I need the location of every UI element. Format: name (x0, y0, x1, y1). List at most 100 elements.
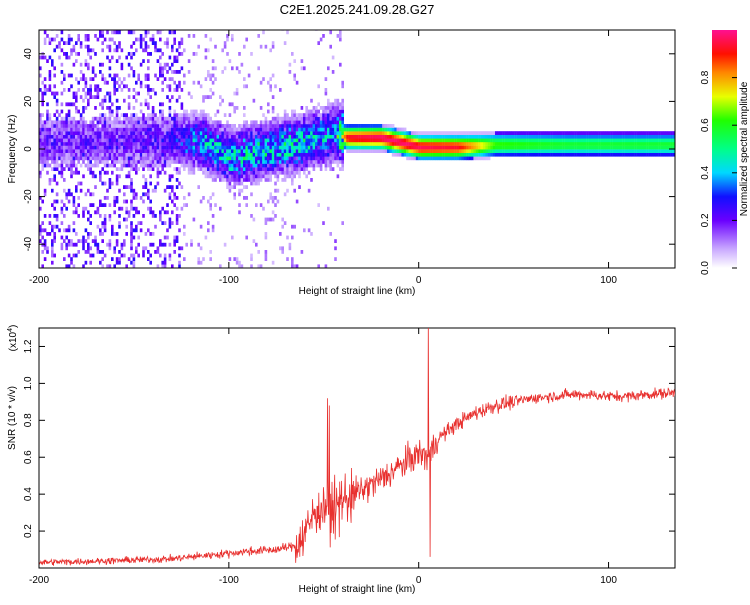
spectrogram-cell-1373 (151, 120, 155, 125)
spectrogram-cell-4145 (653, 152, 656, 157)
spectrogram-cell-214 (55, 134, 59, 139)
spectrogram-cell-371 (70, 192, 73, 197)
spectrogram-cell-4010 (605, 134, 608, 139)
spectrogram-cell-1613 (173, 242, 176, 247)
spectrogram-cell-3358 (396, 149, 400, 153)
spectrogram-cell-163 (51, 62, 54, 67)
spectrogram-cell-3936 (581, 149, 584, 153)
spectrogram-cell-1353 (149, 52, 152, 56)
spectrogram-cell-230 (58, 156, 61, 161)
spectrogram-cell-2209 (233, 131, 236, 135)
spectrogram-cell-82 (43, 55, 47, 60)
spectrogram-cell-2282 (240, 127, 244, 132)
spectrogram-cell-2986 (319, 116, 323, 121)
spectrogram-cell-2590 (274, 145, 277, 150)
spectrogram-cell-2154 (228, 160, 232, 164)
spectrogram-cell-3120 (336, 145, 340, 150)
spectrogram-cell-3362 (396, 134, 400, 139)
spectrogram-cell-2546 (269, 88, 272, 92)
spectrogram-cell-657 (94, 149, 97, 153)
spectrogram-cell-2165 (228, 113, 232, 117)
spectrogram-cell-2835 (300, 113, 304, 117)
spectrogram-cell-2325 (245, 134, 248, 139)
spectrogram-cell-2772 (293, 124, 296, 128)
spectrogram-cell-3448 (423, 145, 426, 150)
spectrogram-cell-3752 (516, 131, 520, 135)
spectrogram-cell-278 (60, 30, 64, 35)
spectrogram-cell-354 (67, 124, 71, 128)
spectrogram-cell-1410 (156, 181, 160, 186)
spectrogram-cell-3360 (396, 142, 400, 146)
spectrogram-cell-1087 (130, 232, 133, 236)
spectrogram-cell-2750 (291, 120, 294, 125)
spectrogram-cell-3305 (379, 131, 383, 135)
spectrogram-cell-2767 (293, 142, 296, 146)
spectrogram-cell-1725 (180, 88, 184, 92)
spectrogram-cell-3656 (485, 145, 488, 150)
spectrogram-cell-3744 (514, 134, 517, 139)
spectrogram-cell-708 (99, 160, 102, 164)
spectrogram-cell-3391 (406, 149, 409, 153)
spectrogram-cell-4106 (639, 142, 642, 146)
spectrogram-cell-2382 (252, 156, 256, 161)
spectrogram-cell-432 (75, 170, 78, 175)
spectrogram-cell-285 (63, 188, 66, 193)
spectrogram-cell-645 (91, 66, 95, 71)
spectrogram-cell-1722 (180, 113, 184, 117)
spectrogram-cell-1416 (156, 156, 160, 161)
spectrogram-cell-519 (82, 134, 85, 139)
spectrogram-cell-916 (115, 232, 119, 236)
spectrogram-cell-3412 (411, 131, 414, 135)
spectrogram-cell-2557 (271, 163, 275, 168)
spectrogram-cell-2733 (291, 181, 294, 186)
spectrogram-cell-917 (115, 199, 119, 204)
spectrogram-cell-1619 (173, 167, 176, 171)
spectrogram-cell-3859 (555, 149, 558, 153)
spectrogram-cell-3091 (331, 70, 335, 74)
spectrogram-cell-2131 (226, 156, 229, 161)
spectrogram-cell-269 (60, 116, 64, 121)
spectrogram-cell-2446 (259, 145, 263, 150)
spectrogram-cell-873 (111, 120, 114, 125)
spectrogram-cell-1991 (209, 116, 212, 121)
spectrogram-cell-3081 (331, 134, 335, 139)
spectrogram-cell-3119 (336, 149, 340, 153)
spectrogram-cell-3390 (406, 152, 409, 157)
spectrogram-cell-1113 (130, 113, 133, 117)
spectrogram-cell-3203 (348, 124, 352, 128)
spectrogram-cell-2252 (238, 156, 241, 161)
spectrogram-cell-1958 (207, 138, 210, 143)
spectrogram-cell-144 (51, 228, 54, 233)
spectrogram-cell-4004 (603, 131, 606, 135)
spectrogram-cell-3092 (331, 55, 335, 60)
spectrogram-cell-3618 (473, 138, 476, 143)
spectrogram-cell-548 (84, 120, 88, 125)
spectrogram-cell-2808 (298, 149, 301, 153)
spectrogram-cell-2239 (238, 264, 241, 268)
spectrogram-cell-1384 (154, 214, 157, 218)
spectrogram-cell-3165 (341, 145, 344, 150)
spectrogram-cell-3771 (523, 138, 527, 143)
spectrogram-cell-2096 (221, 131, 224, 135)
spectrogram-cell-610 (89, 138, 92, 143)
spectrogram-cell-1154 (135, 250, 138, 254)
spectrogram-cell-197 (53, 48, 56, 53)
spectrogram-cell-3731 (509, 131, 512, 135)
spectrogram-cell-143 (51, 239, 54, 243)
spectrogram-cell-1089 (130, 224, 133, 229)
spectrogram-cell-2268 (240, 178, 244, 182)
spectrogram-cell-1847 (195, 131, 198, 135)
spectrogram-cell-1978 (209, 163, 212, 168)
spectrogram-cell-3998 (603, 152, 606, 157)
spectrogram-cell-194 (53, 84, 56, 89)
spectrogram-cell-2421 (257, 163, 260, 168)
spectrogram-cell-1546 (166, 44, 169, 49)
spectrogram-cell-1083 (130, 246, 133, 251)
spectrogram-cell-3746 (516, 152, 520, 157)
snr-y-scale-base: (x10 (8, 331, 19, 351)
spectrogram-cell-683 (96, 149, 100, 153)
spectrogram-cell-3989 (598, 134, 601, 139)
spectrogram-cell-3254 (365, 142, 368, 146)
spectrogram-cell-2462 (262, 160, 265, 164)
spectrogram-cell-179 (53, 160, 56, 164)
